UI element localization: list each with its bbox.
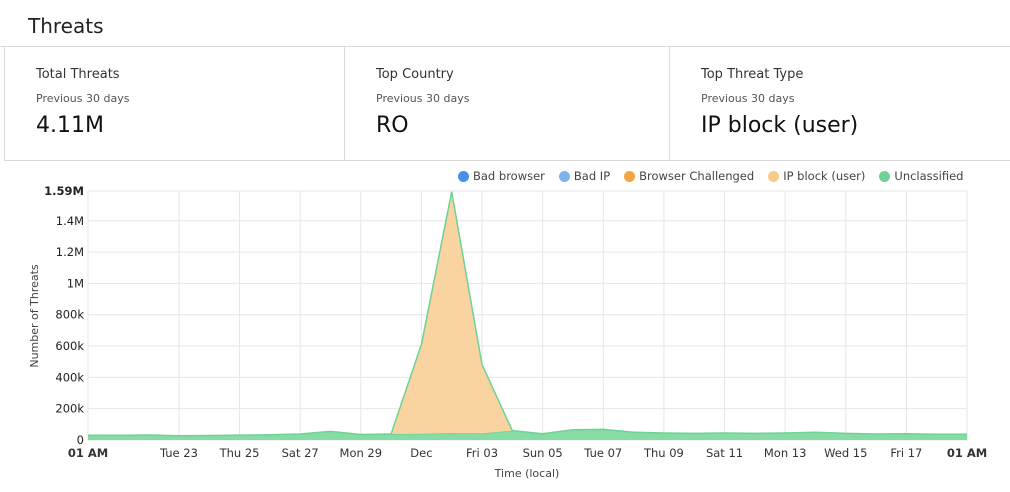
stat-total-threats: Total Threats Previous 30 days 4.11M <box>5 47 345 160</box>
y-tick-label: 1M <box>67 276 84 290</box>
stat-value: IP block (user) <box>701 113 859 138</box>
x-tick-label: Tue 23 <box>159 446 198 460</box>
stat-top-threat-type: Top Threat Type Previous 30 days IP bloc… <box>670 47 1010 160</box>
stat-value: RO <box>376 113 409 138</box>
x-tick-label: Dec <box>410 446 432 460</box>
stats-row: Total Threats Previous 30 days 4.11M Top… <box>4 47 1010 161</box>
legend-swatch <box>879 170 891 182</box>
legend-item-ip-block-user[interactable]: IP block (user) <box>768 169 865 183</box>
x-tick-label: Thu 09 <box>643 446 684 460</box>
series-line-ip-block-user <box>390 191 513 435</box>
legend-swatch <box>558 170 570 182</box>
y-tick-label: 1.4M <box>56 214 84 228</box>
y-axis-ticks: 0 200k 400k 600k 800k 1M 1.2M 1.4M 1.59M <box>44 184 84 447</box>
legend-swatch <box>768 170 780 182</box>
legend-swatch <box>624 170 636 182</box>
y-tick-label: 1.2M <box>56 245 84 259</box>
stat-top-country: Top Country Previous 30 days RO <box>345 47 670 160</box>
y-tick-label: 800k <box>55 308 84 322</box>
stat-period: Previous 30 days <box>376 92 470 105</box>
stat-label: Top Threat Type <box>701 67 804 82</box>
chart-areas <box>88 191 967 440</box>
y-tick-label: 200k <box>55 402 84 416</box>
legend-item-unclassified[interactable]: Unclassified <box>879 169 963 183</box>
legend-swatch <box>458 170 469 182</box>
legend-label: Bad IP <box>573 169 611 183</box>
x-axis-ticks: 01 AM Tue 23 Thu 25 Sat 27 Mon 29 Dec Fri 03 Su… <box>68 446 987 460</box>
y-tick-label: 600k <box>55 339 84 353</box>
x-axis-label: Time (local) <box>494 467 560 480</box>
legend-item-bad-browser[interactable]: Bad browser <box>458 169 545 183</box>
legend-label: Bad browser <box>473 169 545 183</box>
x-tick-label: Fri 03 <box>466 446 498 460</box>
y-tick-label: 400k <box>55 370 84 384</box>
chart-legend: Bad browser Bad IP Browser Challenged IP… <box>458 168 977 184</box>
stat-label: Top Country <box>376 67 454 82</box>
x-tick-label: Sun 05 <box>523 446 563 460</box>
stat-period: Previous 30 days <box>701 92 795 105</box>
legend-label: Unclassified <box>894 169 964 183</box>
legend-label: IP block (user) <box>783 169 866 183</box>
x-tick-label: Thu 25 <box>219 446 260 460</box>
threats-header: Threats <box>0 0 1010 47</box>
x-tick-label: Wed 15 <box>824 446 867 460</box>
y-tick-label: 1.59M <box>44 184 84 198</box>
y-axis-label: Number of Threats <box>28 264 41 368</box>
stat-period: Previous 30 days <box>36 92 130 105</box>
series-area-unclassified[interactable] <box>88 429 967 440</box>
legend-label: Browser Challenged <box>639 169 755 183</box>
x-tick-label: 01 AM <box>68 446 108 460</box>
x-tick-label: Mon 13 <box>764 446 807 460</box>
x-tick-label: Sat 11 <box>706 446 743 460</box>
x-tick-label: 01 AM <box>947 446 987 460</box>
legend-item-bad-ip[interactable]: Bad IP <box>558 169 611 183</box>
x-tick-label: Mon 29 <box>340 446 383 460</box>
x-tick-label: Fri 17 <box>890 446 922 460</box>
x-tick-label: Sat 27 <box>282 446 319 460</box>
page-title: Threats <box>28 14 104 38</box>
legend-item-browser-challenged[interactable]: Browser Challenged <box>624 169 754 183</box>
stat-value: 4.11M <box>36 113 104 138</box>
series-area-ip-block-user[interactable] <box>391 191 513 434</box>
series-line-unclassified <box>88 428 967 437</box>
stat-label: Total Threats <box>36 67 120 82</box>
chart-grid <box>87 190 968 441</box>
x-tick-label: Tue 07 <box>583 446 622 460</box>
y-tick-label: 0 <box>77 433 84 447</box>
